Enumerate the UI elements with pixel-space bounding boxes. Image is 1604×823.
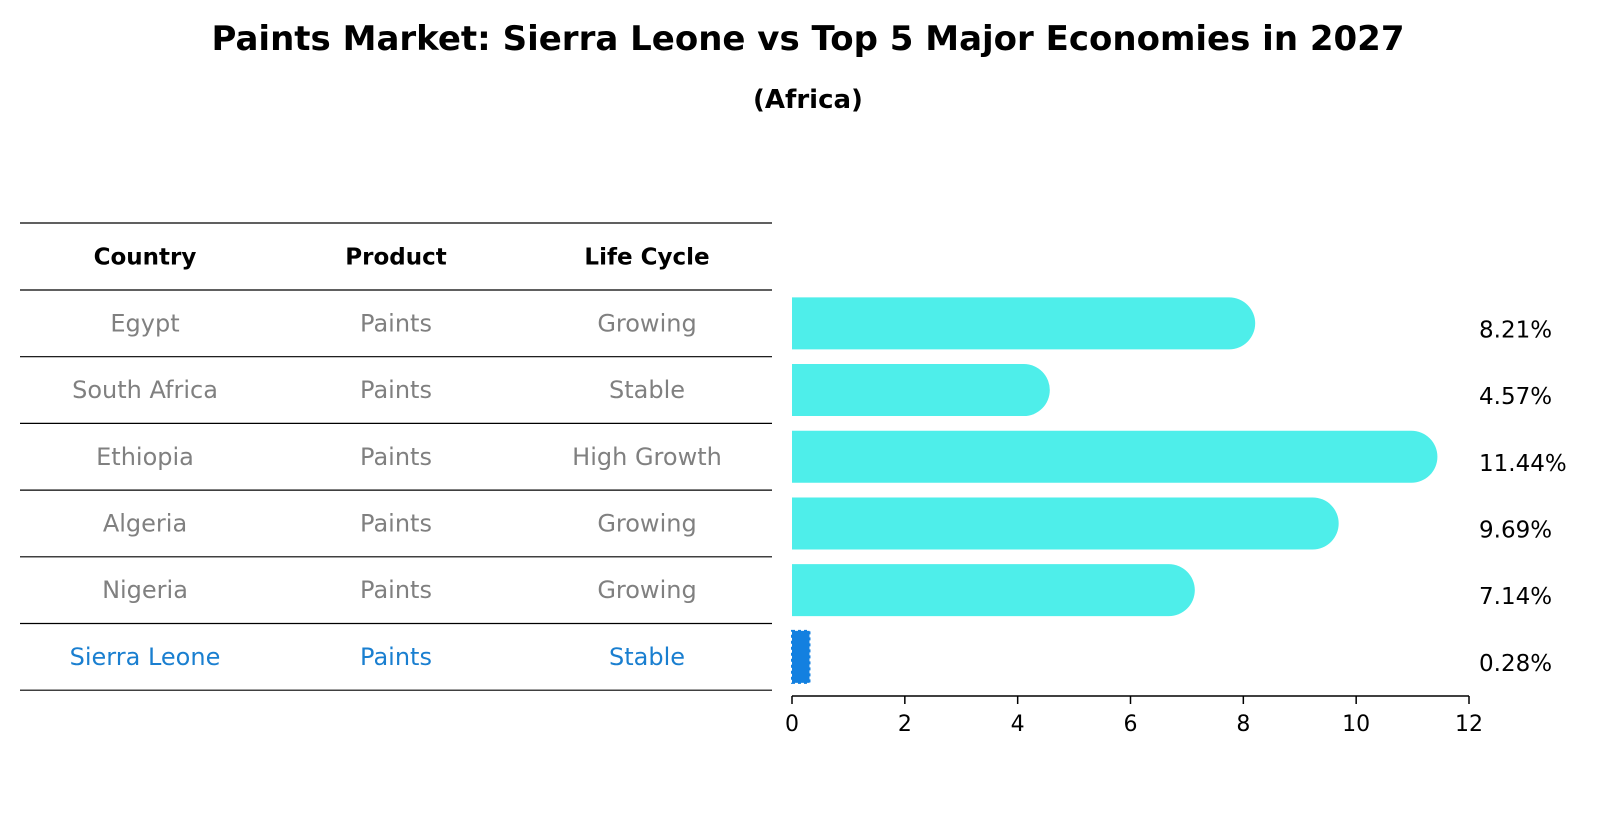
table-header-country: Country	[94, 245, 197, 271]
chart-title: Paints Market: Sierra Leone vs Top 5 Maj…	[211, 19, 1404, 59]
table-cell-life-cycle-sierra-leone: Stable	[609, 643, 685, 671]
table-cell-country-algeria: Algeria	[103, 509, 187, 537]
data-table: Country Product Life Cycle Egypt Paints Growi…	[20, 222, 772, 691]
value-label-algeria: 9.69%	[1479, 517, 1552, 543]
table-cell-life-cycle-ethiopia: High Growth	[572, 443, 722, 471]
table-cell-country-sierra-leone: Sierra Leone	[70, 643, 221, 671]
table-cell-product-nigeria: Paints	[360, 576, 432, 604]
table-cell-country-south-africa: South Africa	[72, 376, 218, 404]
table-cell-country-nigeria: Nigeria	[102, 576, 188, 604]
table-cell-life-cycle-egypt: Growing	[597, 309, 696, 337]
value-label-south-africa: 4.57%	[1479, 384, 1552, 410]
table-cell-life-cycle-nigeria: Growing	[597, 576, 696, 604]
x-tick-label: 8	[1236, 712, 1250, 737]
table-header-product: Product	[345, 245, 446, 271]
bar-sierra-leone	[791, 629, 811, 684]
value-label-egypt: 8.21%	[1479, 317, 1552, 343]
x-tick-label: 12	[1455, 712, 1483, 737]
bar-nigeria	[792, 564, 1195, 617]
table-cell-product-algeria: Paints	[360, 509, 432, 537]
value-labels: 8.21% 4.57% 11.44% 9.69% 7.14% 0.28%	[1479, 317, 1567, 676]
bar-algeria	[792, 497, 1339, 550]
value-label-sierra-leone: 0.28%	[1479, 651, 1552, 677]
value-label-nigeria: 7.14%	[1479, 584, 1552, 610]
bar-egypt	[792, 297, 1256, 350]
chart-subtitle: (Africa)	[753, 85, 863, 115]
table-cell-country-ethiopia: Ethiopia	[96, 443, 194, 471]
x-tick-label: 2	[898, 712, 912, 737]
bar-south-africa	[792, 364, 1050, 417]
table-cell-country-egypt: Egypt	[110, 309, 179, 337]
table-cell-product-egypt: Paints	[360, 309, 432, 337]
table-cell-product-ethiopia: Paints	[360, 443, 432, 471]
x-tick-label: 0	[785, 712, 799, 737]
value-label-ethiopia: 11.44%	[1479, 451, 1567, 477]
table-cell-life-cycle-south-africa: Stable	[609, 376, 685, 404]
bar-series	[791, 297, 1438, 684]
table-cell-product-south-africa: Paints	[360, 376, 432, 404]
x-tick-label: 4	[1011, 712, 1025, 737]
x-tick-label: 10	[1342, 712, 1370, 737]
table-header-life-cycle: Life Cycle	[584, 245, 709, 271]
x-tick-label: 6	[1124, 712, 1138, 737]
x-axis: 0 2 4 6 8 10 12	[785, 695, 1483, 737]
bar-ethiopia	[792, 430, 1438, 483]
table-cell-product-sierra-leone: Paints	[360, 643, 432, 671]
table-cell-life-cycle-algeria: Growing	[597, 509, 696, 537]
